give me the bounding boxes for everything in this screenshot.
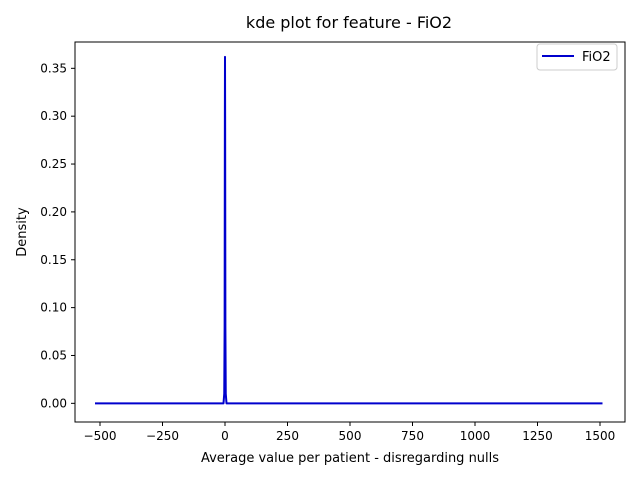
legend-label-fio2: FiO2 (582, 50, 611, 65)
y-tick-label: 0.05 (40, 348, 67, 362)
legend-box (536, 43, 618, 71)
x-tick-label: −250 (146, 429, 179, 443)
axes-frame (74, 41, 626, 423)
plot-lines (95, 55, 603, 405)
y-tick-label: 0.35 (40, 61, 67, 75)
x-tick-label: 1000 (460, 429, 491, 443)
x-tick-label: 750 (401, 429, 424, 443)
y-tick-label: 0.15 (40, 253, 67, 267)
x-tick-label: 250 (276, 429, 299, 443)
x-tick-label: 500 (339, 429, 362, 443)
series-line-fio2 (95, 55, 603, 405)
x-tick-label: −500 (84, 429, 117, 443)
y-tick-label: 0.00 (40, 396, 67, 410)
x-tick-label: 1250 (522, 429, 553, 443)
y-axis-ticks: 0.00 0.05 0.10 0.15 0.20 0.25 0.30 0.35 (40, 61, 75, 410)
x-axis-label: Average value per patient - disregarding… (201, 451, 499, 466)
x-axis-ticks: −500 −250 0 250 500 750 1000 1250 1500 (84, 422, 616, 443)
legend: FiO2 (536, 43, 618, 71)
y-tick-label: 0.10 (40, 301, 67, 315)
chart-title: kde plot for feature - FiO2 (246, 13, 452, 32)
x-tick-label: 0 (221, 429, 229, 443)
y-axis-label: Density (15, 207, 30, 257)
y-tick-label: 0.20 (40, 205, 67, 219)
x-tick-label: 1500 (585, 429, 616, 443)
y-tick-label: 0.30 (40, 109, 67, 123)
y-tick-label: 0.25 (40, 157, 67, 171)
